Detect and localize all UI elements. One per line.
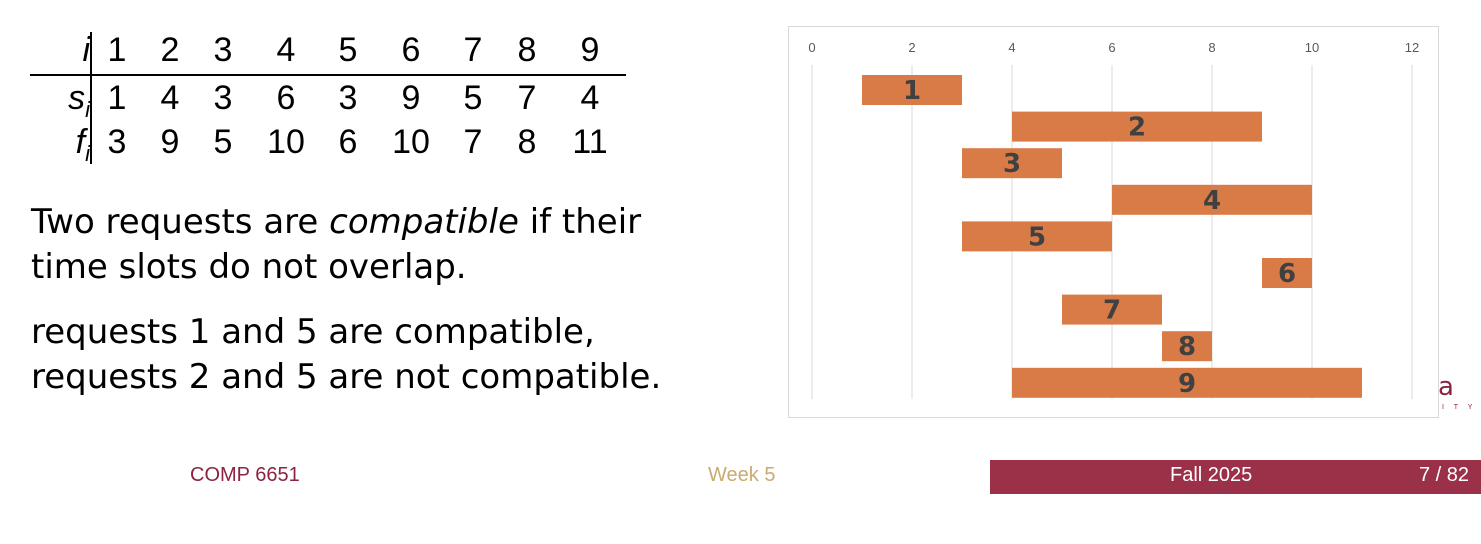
- interval-bar-6: [1262, 258, 1312, 288]
- s-cell-5: 3: [338, 79, 358, 117]
- interval-bar-label-3: 3: [1003, 149, 1021, 179]
- interval-bar-4: [1112, 184, 1312, 215]
- x-tick-label: 12: [1405, 40, 1419, 55]
- table-row-f: fi 3 9 5 10 6 10 7 8 11: [30, 120, 630, 166]
- f-cell-5: 6: [338, 123, 358, 161]
- i-cell-5: 5: [338, 31, 358, 69]
- interval-bar-1: [862, 75, 962, 105]
- x-tick-label: 10: [1305, 40, 1319, 55]
- f-cell-2: 9: [160, 123, 180, 161]
- interval-bar-label-8: 8: [1178, 332, 1196, 362]
- s-cell-1: 1: [107, 79, 127, 117]
- i-cell-3: 3: [213, 31, 233, 69]
- i-cell-6: 6: [401, 31, 421, 69]
- interval-bar-label-7: 7: [1103, 296, 1121, 326]
- row-label-f: fi: [75, 123, 90, 166]
- s-cell-6: 9: [401, 79, 421, 117]
- f-cell-8: 8: [517, 123, 537, 161]
- s-cell-2: 4: [160, 79, 180, 117]
- s-cell-9: 4: [580, 79, 600, 117]
- i-cell-7: 7: [463, 31, 483, 69]
- interval-bar-3: [962, 148, 1062, 179]
- interval-bar-8: [1162, 331, 1212, 362]
- f-cell-4: 10: [267, 123, 305, 161]
- footer-term: Fall 2025: [1170, 464, 1253, 486]
- x-tick-label: 4: [1008, 40, 1015, 55]
- i-cell-8: 8: [517, 31, 537, 69]
- i-cell-2: 2: [160, 31, 180, 69]
- x-tick-label: 0: [808, 40, 815, 55]
- f-cell-1: 3: [107, 123, 127, 161]
- s-cell-8: 7: [517, 79, 537, 117]
- compatibility-example: requests 1 and 5 are compatible, request…: [31, 312, 662, 397]
- f-cell-6: 10: [392, 123, 430, 161]
- footer-week: Week 5: [708, 464, 776, 486]
- i-cell-4: 4: [276, 31, 296, 69]
- table-header-rule: [30, 74, 626, 76]
- interval-bar-9: [1012, 367, 1362, 398]
- university-logo-fragment: a: [1438, 372, 1454, 402]
- x-tick-label: 8: [1208, 40, 1215, 55]
- interval-bar-7: [1062, 294, 1162, 325]
- x-tick-label: 6: [1108, 40, 1115, 55]
- interval-bar-label-2: 2: [1128, 113, 1146, 143]
- footer-bar: [990, 460, 1481, 494]
- s-cell-7: 5: [463, 79, 483, 117]
- f-cell-9: 11: [572, 123, 608, 161]
- i-cell-1: 1: [107, 31, 127, 69]
- footer-page-number: 7 / 82: [1419, 464, 1470, 486]
- f-cell-3: 5: [213, 123, 233, 161]
- interval-bar-label-4: 4: [1203, 186, 1221, 216]
- interval-bar-2: [1012, 111, 1262, 142]
- interval-chart: 0 2 4 6 8 10 12 1 2 3 4 5 6 7 8 9: [788, 26, 1439, 418]
- row-label-s: si: [68, 79, 90, 122]
- interval-bar-label-1: 1: [903, 76, 921, 106]
- s-cell-4: 6: [276, 79, 296, 117]
- university-logo-subtext: I T Y: [1442, 404, 1477, 411]
- table-label-rule: [90, 32, 92, 164]
- f-cell-7: 7: [463, 123, 483, 161]
- compatibility-definition: Two requests are compatible if their tim…: [31, 202, 642, 287]
- interval-bar-label-6: 6: [1278, 259, 1296, 289]
- s-cell-3: 3: [213, 79, 233, 117]
- x-tick-label: 2: [908, 40, 915, 55]
- footer-course: COMP 6651: [190, 464, 300, 486]
- i-cell-9: 9: [580, 31, 600, 69]
- interval-bar-label-5: 5: [1028, 222, 1046, 252]
- row-label-i: i: [82, 31, 90, 69]
- interval-bar-5: [962, 221, 1112, 252]
- interval-bar-label-9: 9: [1178, 369, 1196, 399]
